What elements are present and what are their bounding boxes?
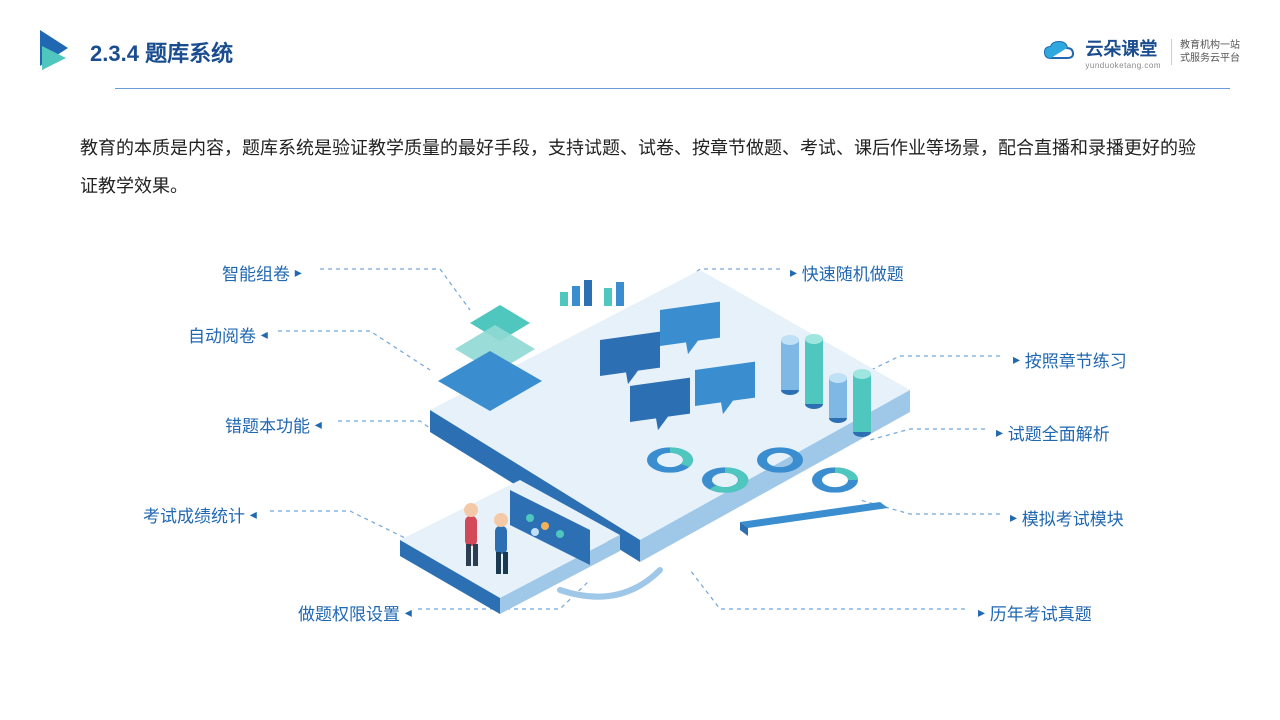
arrow-icon: ▸	[1010, 509, 1017, 526]
arrow-icon: ◂	[405, 604, 412, 621]
title-underline	[115, 88, 1230, 89]
isometric-illustration	[370, 250, 930, 630]
arrow-icon: ▸	[1013, 351, 1020, 368]
cloud-icon	[1043, 40, 1075, 64]
logo-text: 云朵课堂 yunduoketang.com	[1085, 35, 1161, 70]
arrow-icon: ◂	[315, 416, 322, 433]
feature-auto-grade: 自动阅卷 ◂	[188, 322, 268, 347]
arrow-icon: ▸	[295, 264, 302, 281]
feature-perm-setting: 做题权限设置 ◂	[298, 600, 412, 625]
section-number: 2.3.4	[90, 41, 139, 66]
slide-header: 2.3.4 题库系统 云朵课堂 yunduoketang.com 教育机构一站 …	[40, 30, 1240, 74]
section-title: 2.3.4 题库系统	[90, 36, 233, 68]
feature-score-stats: 考试成绩统计 ◂	[143, 502, 257, 527]
arrow-icon: ▸	[790, 264, 797, 281]
feature-diagram: 智能组卷 ▸ 自动阅卷 ◂ 错题本功能 ◂ 考试成绩统计 ◂ 做题权限设置 ◂ …	[0, 220, 1280, 680]
arrow-icon: ◂	[261, 326, 268, 343]
feature-mock-exam: ▸ 模拟考试模块	[1010, 505, 1124, 530]
feature-full-analysis: ▸ 试题全面解析	[996, 420, 1110, 445]
logo-domain: yunduoketang.com	[1085, 61, 1161, 70]
feature-quick-random: ▸ 快速随机做题	[790, 260, 904, 285]
logo-tagline: 教育机构一站 式服务云平台	[1171, 39, 1240, 65]
logo-name: 云朵课堂	[1085, 35, 1161, 61]
arrow-icon: ▸	[996, 424, 1003, 441]
play-icon	[40, 30, 74, 74]
feature-past-exams: ▸ 历年考试真题	[978, 600, 1092, 625]
section-name: 题库系统	[145, 41, 233, 66]
title-block: 2.3.4 题库系统	[40, 30, 233, 74]
feature-chapter-practice: ▸ 按照章节练习	[1013, 347, 1127, 372]
feature-smart-compose: 智能组卷 ▸	[222, 260, 302, 285]
arrow-icon: ▸	[978, 604, 985, 621]
arrow-icon: ◂	[250, 506, 257, 523]
brand-logo: 云朵课堂 yunduoketang.com 教育机构一站 式服务云平台	[1043, 35, 1240, 70]
intro-paragraph: 教育的本质是内容，题库系统是验证教学质量的最好手段，支持试题、试卷、按章节做题、…	[80, 130, 1200, 206]
feature-wrong-book: 错题本功能 ◂	[225, 412, 322, 437]
